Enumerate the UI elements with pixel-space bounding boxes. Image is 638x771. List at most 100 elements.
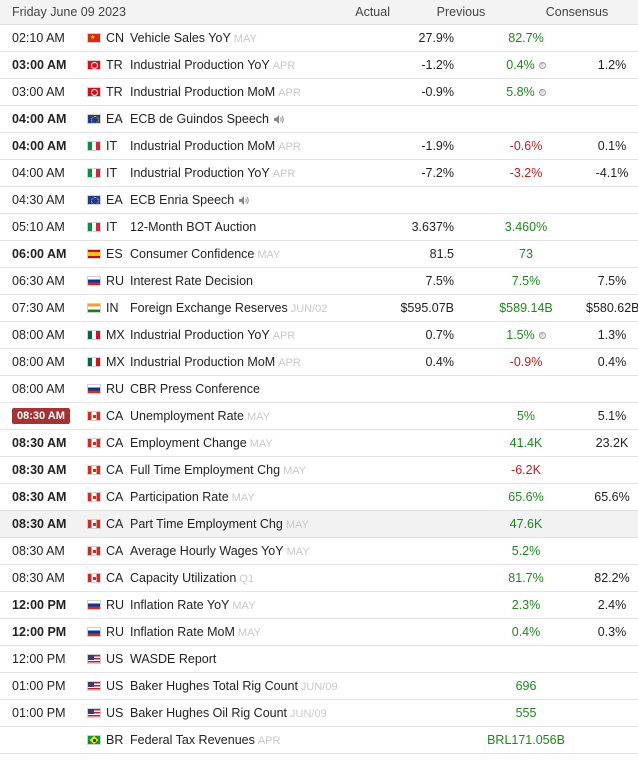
calendar-row[interactable]: 08:30 AM CA Unemployment Rate MAY 5% 5.1% [0,403,638,430]
event-cell[interactable]: CBR Press Conference [130,382,366,396]
previous-cell: 41.4K [466,436,586,450]
revised-icon[interactable]: ® [538,62,546,70]
calendar-row[interactable]: 12:00 PM RU Inflation Rate MoM MAY 0.4% 0.3% [0,619,638,646]
event-name-link[interactable]: Interest Rate Decision [130,274,253,288]
calendar-row[interactable]: 08:30 AM CA Average Hourly Wages YoY MAY 5.2… [0,538,638,565]
event-name-link[interactable]: Industrial Production YoY [130,166,270,180]
calendar-row[interactable]: 06:30 AM RU Interest Rate Decision 7.5% 7.5%… [0,268,638,295]
event-cell[interactable]: Industrial Production YoY APR [130,328,366,342]
calendar-row[interactable]: 08:30 AM CA Full Time Employment Chg MAY -6.… [0,457,638,484]
event-cell[interactable]: Consumer Confidence MAY [130,247,366,261]
event-name-link[interactable]: Inflation Rate MoM [130,625,235,639]
calendar-row[interactable]: 01:00 PM US Baker Hughes Oil Rig Count JUN/… [0,700,638,727]
event-name-link[interactable]: Capacity Utilization [130,571,237,585]
calendar-row[interactable]: BR Federal Tax Revenues APR BRL171.056B [0,727,638,754]
event-cell[interactable]: Part Time Employment Chg MAY [130,517,366,531]
event-name-link[interactable]: Employment Change [130,436,247,450]
event-cell[interactable]: Capacity Utilization Q1 [130,571,366,585]
event-name-link[interactable]: Inflation Rate YoY [130,598,230,612]
event-cell[interactable]: 12-Month BOT Auction [130,220,366,234]
country-cell: RU [78,274,130,288]
calendar-row[interactable]: 04:00 AM EA ECB de Guindos Speech [0,106,638,133]
event-name-link[interactable]: Consumer Confidence [130,247,255,261]
event-cell[interactable]: Baker Hughes Oil Rig Count JUN/09 [130,706,366,720]
event-cell[interactable]: Inflation Rate MoM MAY [130,625,366,639]
event-name-link[interactable]: Average Hourly Wages YoY [130,544,284,558]
event-name-link[interactable]: Vehicle Sales YoY [130,31,231,45]
event-name-link[interactable]: Industrial Production MoM [130,139,276,153]
event-time: 08:00 AM [0,355,78,369]
event-cell[interactable]: Federal Tax Revenues APR [130,733,366,747]
calendar-row[interactable]: 08:30 AM CA Capacity Utilization Q1 81.7% 82.… [0,565,638,592]
event-name-link[interactable]: Part Time Employment Chg [130,517,283,531]
event-name-link[interactable]: Federal Tax Revenues [130,733,255,747]
previous-cell: $589.14B [466,301,586,315]
event-cell[interactable]: Industrial Production MoM APR [130,139,366,153]
calendar-row[interactable]: 08:00 AM RU CBR Press Conference [0,376,638,403]
event-cell[interactable]: Industrial Production YoY APR [130,58,366,72]
event-name-link[interactable]: ECB de Guindos Speech [130,112,269,126]
calendar-row[interactable]: 08:00 AM MX Industrial Production MoM APR 0.… [0,349,638,376]
event-cell[interactable]: Foreign Exchange Reserves JUN/02 [130,301,366,315]
previous-value: 0.4% [506,58,535,72]
previous-value: 1.5% [506,328,535,342]
event-cell[interactable]: WASDE Report [130,652,366,666]
event-cell[interactable]: Industrial Production YoY APR [130,166,366,180]
event-name-link[interactable]: Industrial Production YoY [130,328,270,342]
flag-ca-icon [87,465,101,475]
country-cell: TR [78,58,130,72]
calendar-row[interactable]: 03:00 AM TR Industrial Production YoY APR -1… [0,52,638,79]
event-name-link[interactable]: Participation Rate [130,490,229,504]
event-name-link[interactable]: Baker Hughes Total Rig Count [130,679,298,693]
calendar-row[interactable]: 12:00 PM US WASDE Report [0,646,638,673]
calendar-row[interactable]: 01:00 PM US Baker Hughes Total Rig Count JU… [0,673,638,700]
event-cell[interactable]: Industrial Production MoM APR [130,85,366,99]
event-name-link[interactable]: Industrial Production YoY [130,58,270,72]
event-cell[interactable]: Industrial Production MoM APR [130,355,366,369]
event-cell[interactable]: Participation Rate MAY [130,490,366,504]
event-name-link[interactable]: ECB Enria Speech [130,193,235,207]
event-cell[interactable]: Unemployment Rate MAY [130,409,366,423]
calendar-row[interactable]: 12:00 PM RU Inflation Rate YoY MAY 2.3% 2.4% [0,592,638,619]
calendar-row[interactable]: 03:00 AM TR Industrial Production MoM APR -0… [0,79,638,106]
event-name-link[interactable]: CBR Press Conference [130,382,260,396]
flag-it-icon [87,222,101,232]
actual-column-header[interactable]: Actual [355,5,390,19]
event-time: 06:30 AM [0,274,78,288]
event-cell[interactable]: Baker Hughes Total Rig Count JUN/09 [130,679,366,693]
calendar-row[interactable]: 02:10 AM ★ CN Vehicle Sales YoY MAY 27.9% 82.7… [0,25,638,52]
event-cell[interactable]: Full Time Employment Chg MAY [130,463,366,477]
event-cell[interactable]: Vehicle Sales YoY MAY [130,31,366,45]
calendar-row[interactable]: 08:30 AM CA Part Time Employment Chg MAY 47.… [0,511,638,538]
event-name-link[interactable]: 12-Month BOT Auction [130,220,257,234]
calendar-row[interactable]: 04:00 AM IT Industrial Production YoY APR -7… [0,160,638,187]
revised-icon[interactable]: ® [538,332,546,340]
previous-value: -0.6% [509,139,543,153]
calendar-row[interactable]: 04:00 AM IT Industrial Production MoM APR -1… [0,133,638,160]
previous-value: -0.9% [509,355,543,369]
previous-column-header[interactable]: Previous [436,5,486,19]
event-cell[interactable]: Average Hourly Wages YoY MAY [130,544,366,558]
event-name-link[interactable]: Industrial Production MoM [130,355,276,369]
event-name-link[interactable]: Baker Hughes Oil Rig Count [130,706,288,720]
calendar-row[interactable]: 05:10 AM IT 12-Month BOT Auction 3.637% 3.46… [0,214,638,241]
calendar-row[interactable]: 06:00 AM ES Consumer Confidence MAY 81.5 73 [0,241,638,268]
calendar-row[interactable]: 07:30 AM IN Foreign Exchange Reserves JUN/0… [0,295,638,322]
calendar-row[interactable]: 08:30 AM CA Employment Change MAY 41.4K 23.2K [0,430,638,457]
event-name-link[interactable]: WASDE Report [130,652,217,666]
event-cell[interactable]: ECB Enria Speech [130,193,366,207]
event-cell[interactable]: Employment Change MAY [130,436,366,450]
event-name-link[interactable]: Industrial Production MoM [130,85,276,99]
event-cell[interactable]: Inflation Rate YoY MAY [130,598,366,612]
consensus-column-header[interactable]: Consensus [545,5,609,19]
revised-icon[interactable]: ® [538,89,546,97]
event-cell[interactable]: ECB de Guindos Speech [130,112,366,126]
event-cell[interactable]: Interest Rate Decision [130,274,366,288]
calendar-row[interactable]: 08:00 AM MX Industrial Production YoY APR 0.… [0,322,638,349]
event-name-link[interactable]: Unemployment Rate [130,409,244,423]
event-name-link[interactable]: Full Time Employment Chg [130,463,281,477]
calendar-row[interactable]: 08:30 AM CA Participation Rate MAY 65.6% 65.6… [0,484,638,511]
country-cell: US [78,706,130,720]
calendar-row[interactable]: 04:30 AM EA ECB Enria Speech [0,187,638,214]
event-name-link[interactable]: Foreign Exchange Reserves [130,301,288,315]
